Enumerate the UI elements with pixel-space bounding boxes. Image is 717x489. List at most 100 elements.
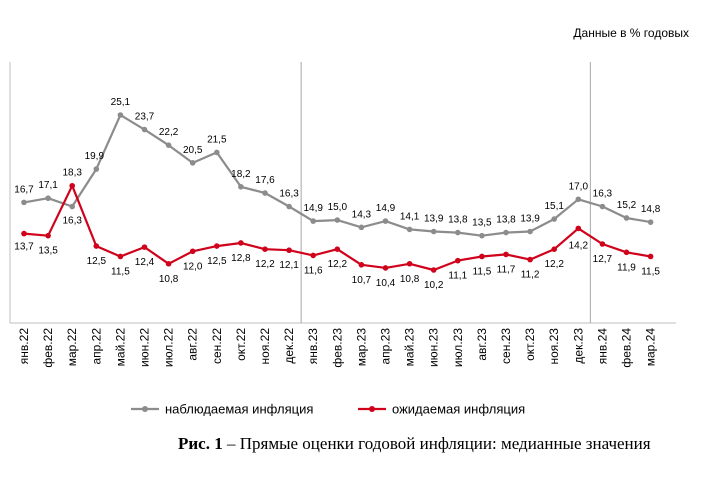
observed-point: [310, 218, 317, 224]
expected-value-label: 11,2: [521, 270, 540, 281]
expected-point: [93, 243, 100, 249]
expected-value-label: 12,8: [231, 253, 251, 264]
observed-point: [430, 228, 437, 235]
x-tick-label: янв.24: [595, 328, 609, 365]
expected-value-label: 10,2: [424, 280, 444, 291]
observed-value-label: 17,0: [569, 181, 589, 192]
x-tick-label: дек.23: [571, 328, 585, 364]
legend-observed-label: наблюдаемая инфляция: [165, 402, 313, 417]
expected-point: [623, 249, 630, 256]
x-tick-label: апр.23: [379, 328, 393, 365]
expected-point: [141, 244, 148, 250]
expected-value-label: 13,5: [38, 246, 58, 257]
x-tick-label: янв.23: [306, 328, 320, 365]
expected-point: [599, 241, 606, 247]
observed-point: [551, 216, 557, 222]
expected-point: [382, 265, 389, 271]
observed-point: [334, 217, 341, 223]
observed-value-label: 16,3: [279, 189, 299, 200]
observed-point: [358, 224, 365, 231]
observed-point: [117, 112, 124, 118]
expected-value-label: 11,6: [304, 265, 323, 276]
legend-expected-marker: [369, 406, 375, 412]
observed-point: [382, 218, 389, 224]
x-tick-label: окт.23: [523, 328, 537, 361]
x-tick-label: май.23: [403, 328, 417, 367]
line-chart: янв.22 фев.22 мар.22 апр.22 май.22 июн.22 июл.…: [9, 62, 676, 417]
x-tick-label: янв.22: [17, 328, 31, 365]
x-tick-label: мар.24: [644, 328, 658, 367]
observed-value-label: 14,9: [303, 203, 323, 214]
expected-value-label: 11,9: [617, 262, 636, 273]
observed-point: [165, 142, 172, 148]
x-tick-label: авг.23: [475, 328, 489, 361]
observed-value-label: 17,1: [38, 180, 58, 191]
expected-value-label: 13,7: [14, 242, 34, 253]
expected-value-label: 12,2: [255, 259, 275, 270]
observed-point: [527, 228, 533, 235]
observed-point: [575, 196, 582, 203]
expected-value-label: 10,8: [159, 274, 179, 285]
expected-value-label: 18,3: [62, 168, 82, 179]
x-tick-label: июл.23: [451, 328, 465, 367]
expected-value-label: 12,7: [593, 254, 613, 265]
expected-point: [455, 257, 461, 264]
observed-value-label: 13,8: [496, 215, 516, 226]
x-tick-label: окт.22: [234, 328, 248, 361]
x-tick-label: мар.23: [354, 328, 368, 367]
caption-prefix: Рис. 1: [178, 434, 223, 453]
x-tick-label: фев.23: [330, 328, 344, 368]
expected-point: [117, 253, 124, 260]
observed-value-label: 16,3: [62, 216, 82, 227]
expected-point: [430, 267, 437, 273]
observed-value-label: 14,9: [376, 203, 396, 214]
observed-value-label: 15,0: [328, 202, 348, 213]
observed-value-label: 14,8: [641, 204, 661, 215]
observed-point: [214, 149, 220, 156]
expected-value-label: 11,7: [497, 264, 516, 275]
expected-point: [262, 246, 268, 252]
figure-caption: Рис. 1 – Прямые оценки годовой инфляции:…: [178, 434, 651, 454]
observed-point: [455, 229, 461, 236]
observed-value-label: 13,5: [472, 218, 492, 229]
observed-value-label: 20,5: [183, 145, 203, 156]
expected-point: [358, 261, 365, 268]
x-tick-label: сен.23: [499, 328, 513, 364]
x-tick-label: ноя.23: [547, 328, 561, 365]
observed-point: [189, 160, 196, 166]
expected-point: [479, 253, 485, 260]
x-tick-label: сен.22: [210, 328, 224, 364]
expected-value-label: 14,2: [569, 240, 589, 251]
legend-observed-marker: [142, 406, 148, 412]
legend-expected-label: ожидаемая инфляция: [392, 402, 525, 417]
x-tick-label: июл.22: [162, 328, 176, 367]
expected-point: [406, 260, 413, 267]
expected-value-label: 10,4: [376, 278, 396, 289]
x-tick-label: июн.22: [138, 328, 152, 367]
expected-point: [334, 246, 341, 252]
x-tick-label: авг.22: [186, 328, 200, 361]
observed-point: [647, 219, 654, 225]
expected-point: [69, 182, 75, 189]
observed-value-label: 14,3: [352, 209, 372, 220]
expected-point: [238, 240, 244, 246]
x-tick-label: апр.22: [89, 328, 103, 365]
expected-value-label: 12,1: [279, 260, 299, 271]
observed-point: [21, 199, 27, 206]
expected-value-label: 12,5: [207, 256, 227, 267]
observed-point: [262, 190, 268, 196]
x-tick-label: дек.22: [282, 328, 296, 364]
observed-point: [45, 195, 51, 202]
observed-point: [238, 183, 244, 190]
x-tick-label: июн.23: [427, 328, 441, 367]
x-tick-label: мар.22: [65, 328, 79, 367]
expected-point: [527, 256, 533, 263]
observed-point: [93, 166, 100, 172]
expected-point: [575, 225, 582, 232]
expected-point: [551, 246, 557, 252]
x-tick-label: май.22: [113, 328, 127, 367]
x-tick-label: ноя.22: [258, 328, 272, 365]
observed-point: [406, 226, 413, 233]
expected-value-label: 12,4: [135, 257, 155, 268]
observed-value-label: 17,6: [255, 175, 275, 186]
